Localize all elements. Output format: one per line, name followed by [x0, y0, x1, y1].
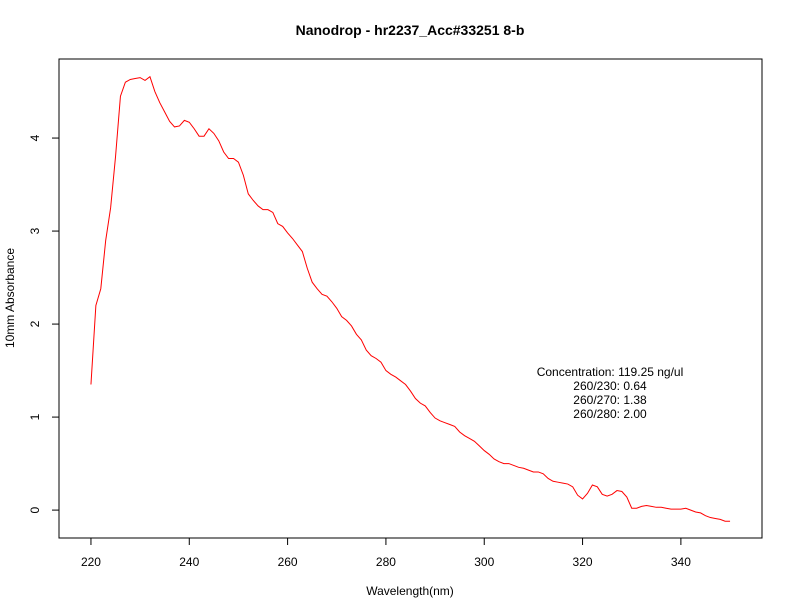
- y-axis: 0 1 2 3 4: [28, 134, 60, 513]
- x-axis-label: Wavelength(nm): [366, 584, 454, 598]
- y-tick-label: 2: [28, 320, 42, 327]
- annotation-concentration: Concentration: 119.25 ng/ul: [537, 365, 684, 379]
- x-tick-label: 300: [474, 555, 494, 569]
- absorbance-series-line: [90, 75, 731, 522]
- annotation-block: Concentration: 119.25 ng/ul 260/230: 0.6…: [537, 365, 684, 421]
- annotation-ratio-260-280: 260/280: 2.00: [573, 407, 647, 421]
- y-tick-label: 1: [28, 413, 42, 420]
- y-tick-label: 4: [28, 134, 42, 141]
- x-tick-label: 320: [573, 555, 593, 569]
- chart-title: Nanodrop - hr2237_Acc#33251 8-b: [296, 22, 525, 38]
- x-tick-label: 280: [376, 555, 396, 569]
- x-tick-label: 260: [278, 555, 298, 569]
- y-tick-label: 0: [28, 506, 42, 513]
- y-tick-label: 3: [28, 227, 42, 234]
- y-axis-label: 10mm Absorbance: [3, 248, 17, 348]
- annotation-ratio-260-230: 260/230: 0.64: [573, 379, 647, 393]
- annotation-ratio-260-270: 260/270: 1.38: [573, 393, 647, 407]
- x-tick-label: 240: [179, 555, 199, 569]
- x-axis: 220 240 260 280 300 320 340: [81, 537, 691, 569]
- x-tick-label: 340: [671, 555, 691, 569]
- x-tick-label: 220: [81, 555, 101, 569]
